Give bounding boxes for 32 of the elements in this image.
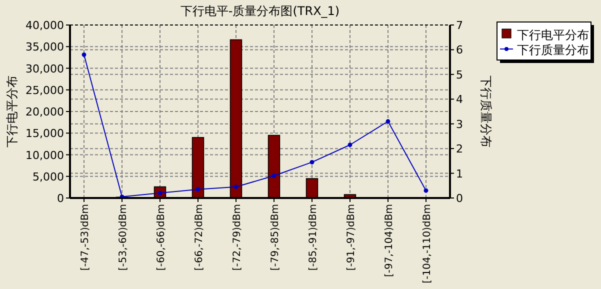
y2-tick-label: 7 [456, 19, 463, 32]
y2-axis-title: 下行质量分布 [479, 76, 493, 148]
y-tick-label: 15,000 [26, 127, 64, 140]
y2-tick-label: 3 [456, 118, 463, 131]
x-tick-label: [-91,-97)dBm [346, 204, 357, 271]
y-axis-title: 下行电平分布 [5, 76, 19, 148]
y2-tick-label: 2 [456, 142, 463, 156]
y-tick-label: 20,000 [26, 106, 64, 118]
y2-tick-label: 6 [456, 44, 463, 57]
x-tick-label: [-72,-79)dBm [232, 204, 243, 271]
x-tick-label: [-79,-85)dBm [270, 204, 281, 271]
y-tick-label: 35,000 [26, 40, 64, 54]
x-tick-label: [-60,-66)dBm [156, 204, 167, 271]
y-tick-label: 5,000 [32, 170, 64, 184]
x-tick-label: [-47,-53)dBm [80, 204, 91, 271]
legend-label: 下行电平分布 [517, 28, 589, 42]
chart-title: 下行电平-质量分布图(TRX_1) [180, 4, 340, 18]
y2-tick-label: 4 [456, 93, 463, 106]
x-tick-label: [-85,-91)dBm [308, 204, 319, 271]
y-tick-label: 10,000 [26, 148, 64, 162]
x-tick-label: [-97,-104)dBm [384, 204, 395, 277]
y-tick-label: 30,000 [26, 62, 64, 76]
y-tick-label: 25,000 [26, 84, 64, 97]
x-tick-label: [-66,-72)dBm [194, 204, 205, 271]
y2-tick-label: 0 [456, 192, 463, 205]
legend-label: 下行质量分布 [517, 43, 589, 57]
y-tick-label: 40,000 [26, 19, 64, 32]
x-tick-label: [-104,-110)dBm [422, 204, 433, 284]
x-tick-label: [-53,-60)dBm [118, 204, 129, 271]
y-tick-label: 0 [57, 192, 64, 205]
y2-tick-label: 5 [456, 68, 463, 82]
y2-tick-label: 1 [456, 167, 463, 180]
